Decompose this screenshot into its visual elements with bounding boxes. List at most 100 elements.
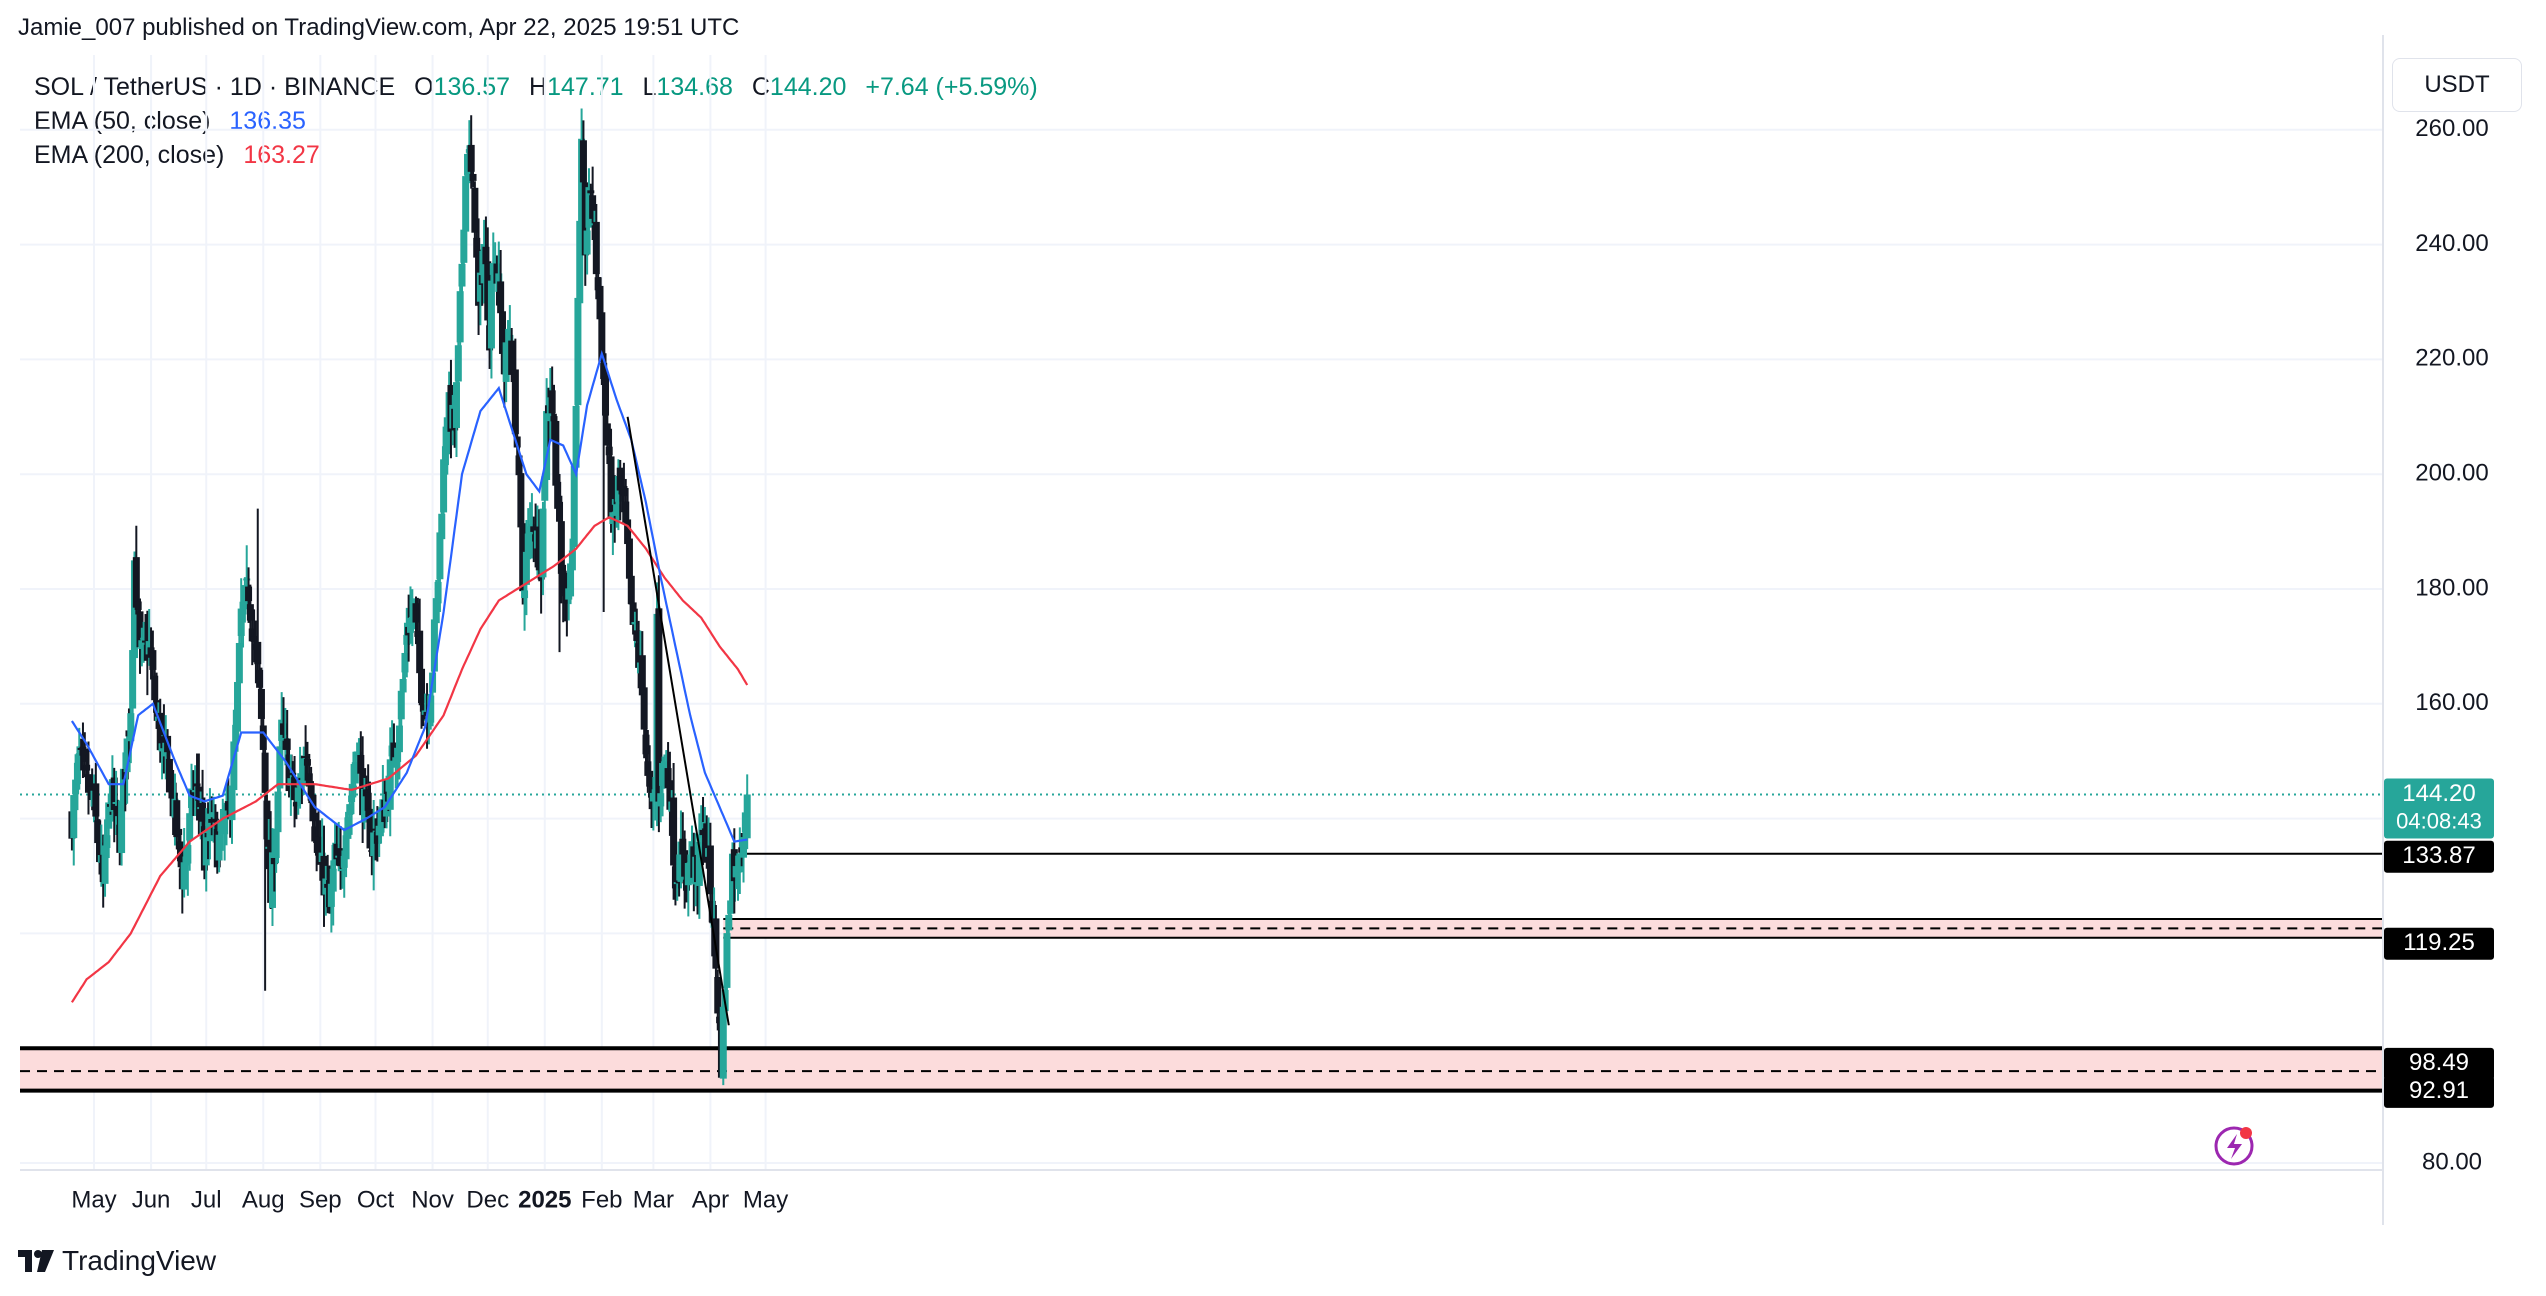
candle-body [462,176,470,232]
price-axis-label: 160.00 [2415,689,2488,716]
candle [708,867,716,957]
candle-body [160,736,168,749]
flash-icon[interactable] [2214,1126,2254,1166]
candle-body [743,794,751,839]
candle-body [272,828,280,858]
candle-body [585,187,593,228]
candle [320,825,328,927]
r1-price-tag[interactable]: 133.87 [2384,840,2494,873]
candle-body [237,608,245,636]
candle-body [438,513,446,540]
candle-body [719,1006,727,1079]
candle-body [568,550,576,571]
candle-body [452,382,460,428]
candle [84,741,92,815]
candle-body [250,636,258,642]
legend-change: +7.64 (+5.59%) [865,73,1038,101]
candle-body [434,581,442,604]
candle-body [697,834,705,839]
candle-body [655,608,663,802]
candle [337,826,345,890]
candle [539,501,547,596]
candle-body [625,538,633,579]
candle [460,223,468,284]
candle [469,157,477,188]
candle-body [123,738,131,773]
candle-body [675,880,683,884]
candle-body [94,820,102,844]
candle [699,797,707,866]
candle-body [607,456,615,519]
candle [241,577,249,623]
candle [112,770,120,836]
support-top-price-tag[interactable]: 98.49 [2384,1047,2494,1080]
candle-body [602,371,610,416]
candle-body [112,802,120,805]
time-axis-label: Mar [633,1186,674,1213]
candle-body [454,345,462,382]
candle-body [471,187,479,233]
candle-body [727,900,735,914]
candle-body [257,688,265,719]
candle [719,996,727,1086]
candle-body [670,797,678,866]
candle-body [184,845,192,864]
candle-body [75,753,83,771]
r2-price-tag[interactable]: 119.25 [2384,927,2494,960]
candle [348,763,356,835]
candle-body [357,754,365,774]
candle [548,366,556,440]
candle-body [596,285,604,320]
candle-body [224,801,232,811]
candle-body [193,783,201,787]
candle [559,537,567,623]
candle-body [497,281,505,314]
candle-body [202,832,210,866]
candle [254,508,262,688]
candle-body [635,643,643,668]
candle-body [681,850,689,877]
candle-body [314,836,322,856]
candle [263,794,271,870]
candle-body [103,835,111,848]
candle-body [644,761,652,776]
candle-body [703,823,711,863]
candle [581,155,589,286]
candle-body [740,837,748,858]
candle-body [399,678,407,693]
candle [543,378,551,491]
candle-body [467,144,475,172]
legend-ema200-row[interactable]: EMA (200, close) 163.27 [34,138,1038,172]
candle-body [92,783,100,817]
candle-body [235,642,243,684]
candle [274,778,282,864]
candle-body [613,504,621,516]
brand-logo[interactable]: TradingView [18,1245,216,1277]
candle-body [556,501,564,522]
candle-body [208,819,216,823]
candle [629,596,637,635]
candle [160,704,168,774]
time-axis-label: May [743,1186,788,1213]
candle-body [221,818,229,835]
candle-body [351,762,359,784]
candle-body [303,759,311,766]
currency-button[interactable]: USDT [2392,58,2522,112]
candle-body [506,334,514,341]
candle-body [432,598,440,624]
candle [75,727,83,790]
candle-body [259,725,267,750]
candle-body [210,812,218,818]
downtrend-line[interactable] [626,416,730,1026]
candle-body [679,838,687,855]
candle-body [283,738,291,750]
candle [504,320,512,362]
candle-body [579,140,587,183]
support-bottom-price-tag[interactable]: 92.91 [2384,1075,2494,1108]
candle [567,538,575,605]
legend-high: 147.71 [547,73,624,101]
candle-body [215,834,223,861]
candle-body [386,759,394,810]
